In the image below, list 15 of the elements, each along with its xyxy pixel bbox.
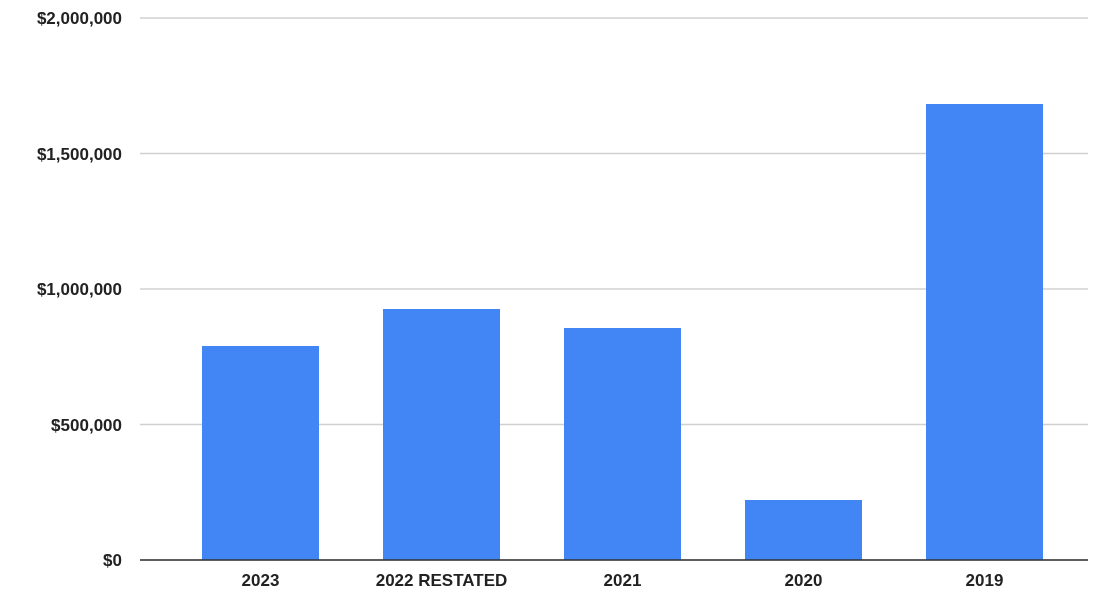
bar	[745, 500, 862, 560]
x-tick-label: 2023	[241, 571, 280, 591]
bar	[926, 103, 1043, 560]
x-tick-label: 2019	[965, 571, 1004, 591]
y-tick-label: $1,000,000	[36, 280, 122, 300]
y-tick-label: $500,000	[51, 415, 122, 435]
x-tick-label: 2021	[603, 571, 642, 591]
bar	[202, 345, 319, 560]
bar	[564, 328, 681, 560]
y-tick-label: $0	[103, 551, 122, 571]
bar	[383, 309, 500, 560]
y-tick-label: $1,500,000	[36, 144, 122, 164]
x-tick-label: 2022 RESTATED	[375, 571, 508, 591]
x-tick-label: 2020	[784, 571, 823, 591]
y-tick-label: $2,000,000	[36, 9, 122, 29]
